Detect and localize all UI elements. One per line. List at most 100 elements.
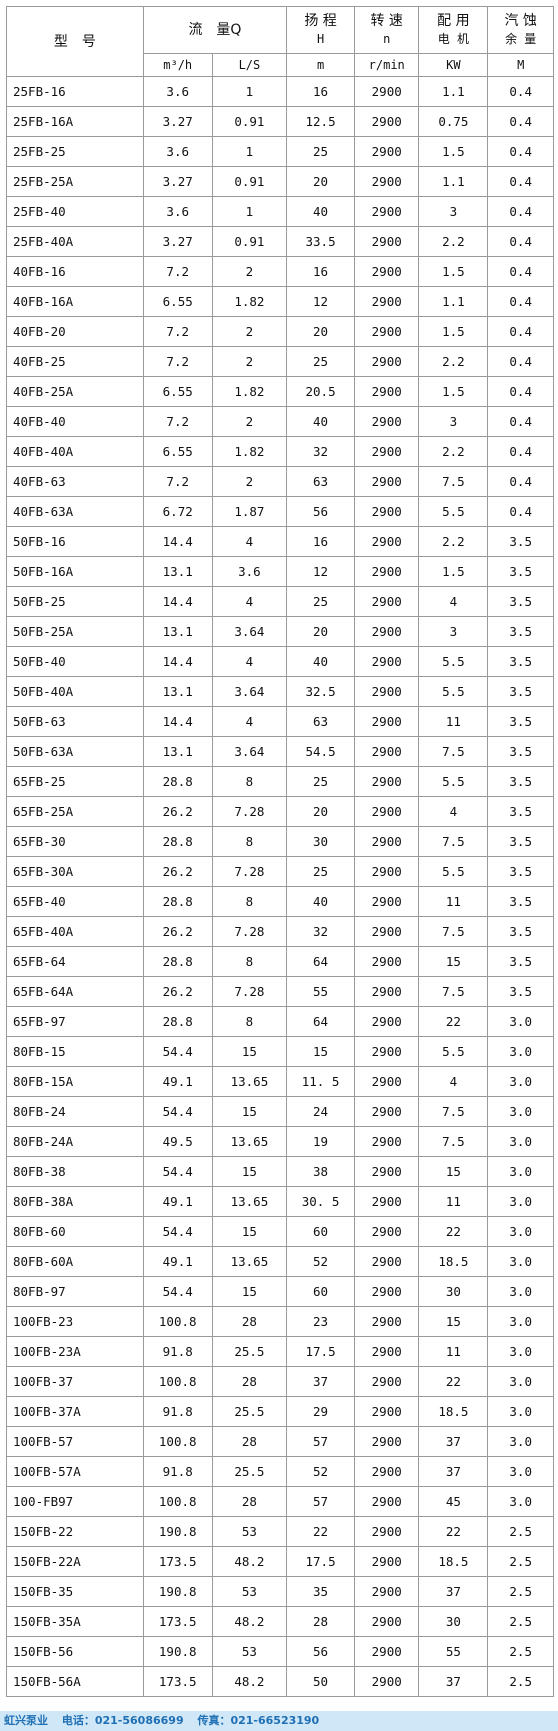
cell-model: 25FB-40 — [6, 196, 144, 227]
table-row: 25FB-25 3.6 1 25 2900 1.5 0.4 — [6, 136, 554, 167]
cell-model: 40FB-40A — [6, 436, 144, 467]
footer-fax: 传真：021-66523190 — [197, 1714, 320, 1727]
cell-flow-m3h: 28.8 — [142, 826, 213, 857]
table-row: 80FB-38 54.4 15 38 2900 15 3.0 — [6, 1156, 554, 1187]
cell-speed: 2900 — [353, 1126, 420, 1157]
cell-head: 40 — [286, 406, 355, 437]
cell-flow-m3h: 6.72 — [142, 496, 213, 527]
cell-head: 56 — [286, 1636, 355, 1667]
header-model: 型 号 — [6, 6, 144, 77]
cell-model: 50FB-63A — [6, 736, 144, 767]
cell-model: 25FB-16 — [6, 76, 144, 107]
footer-company: 虹兴泵业 — [4, 1714, 48, 1727]
cell-flow-m3h: 49.1 — [142, 1186, 213, 1217]
cell-npsh: 3.0 — [487, 1366, 554, 1397]
cell-flow-ls: 13.65 — [211, 1066, 288, 1097]
cell-model: 150FB-56 — [6, 1636, 144, 1667]
cell-head: 19 — [286, 1126, 355, 1157]
cell-power: 7.5 — [418, 1096, 489, 1127]
cell-model: 50FB-40 — [6, 646, 144, 677]
cell-power: 22 — [418, 1516, 489, 1547]
cell-speed: 2900 — [353, 826, 420, 857]
cell-flow-ls: 2 — [211, 346, 288, 377]
cell-power: 1.5 — [418, 556, 489, 587]
cell-flow-ls: 48.2 — [211, 1546, 288, 1577]
cell-power: 15 — [418, 1306, 489, 1337]
footer-bar: 虹兴泵业 电话：021-56086699 传真：021-66523190 — [0, 1711, 558, 1731]
cell-model: 80FB-60 — [6, 1216, 144, 1247]
cell-power: 1.5 — [418, 376, 489, 407]
cell-power: 1.5 — [418, 136, 489, 167]
cell-flow-m3h: 13.1 — [142, 556, 213, 587]
cell-flow-m3h: 3.6 — [142, 136, 213, 167]
cell-flow-ls: 13.65 — [211, 1246, 288, 1277]
cell-flow-m3h: 14.4 — [142, 706, 213, 737]
cell-model: 100-FB97 — [6, 1486, 144, 1517]
cell-model: 80FB-15 — [6, 1036, 144, 1067]
cell-flow-m3h: 3.27 — [142, 106, 213, 137]
cell-speed: 2900 — [353, 226, 420, 257]
cell-npsh: 2.5 — [487, 1666, 554, 1697]
cell-flow-m3h: 91.8 — [142, 1456, 213, 1487]
cell-flow-ls: 1 — [211, 196, 288, 227]
cell-model: 50FB-25A — [6, 616, 144, 647]
cell-npsh: 3.5 — [487, 766, 554, 797]
cell-npsh: 0.4 — [487, 406, 554, 437]
cell-npsh: 3.0 — [487, 1456, 554, 1487]
table-row: 150FB-35 190.8 53 35 2900 37 2.5 — [6, 1576, 554, 1607]
cell-model: 100FB-57 — [6, 1426, 144, 1457]
table-row: 40FB-25 7.2 2 25 2900 2.2 0.4 — [6, 346, 554, 377]
cell-power: 5.5 — [418, 856, 489, 887]
cell-power: 1.1 — [418, 286, 489, 317]
footer-phone: 电话：021-56086699 — [61, 1714, 184, 1727]
header-flow: 流 量Q — [142, 6, 288, 54]
cell-npsh: 0.4 — [487, 76, 554, 107]
unit-npsh: M — [487, 53, 554, 77]
cell-head: 40 — [286, 196, 355, 227]
cell-npsh: 0.4 — [487, 136, 554, 167]
cell-flow-m3h: 6.55 — [142, 436, 213, 467]
cell-head: 55 — [286, 976, 355, 1007]
cell-npsh: 3.0 — [487, 1276, 554, 1307]
cell-flow-m3h: 54.4 — [142, 1156, 213, 1187]
cell-flow-ls: 8 — [211, 946, 288, 977]
table-row: 100-FB97 100.8 28 57 2900 45 3.0 — [6, 1486, 554, 1517]
cell-speed: 2900 — [353, 1426, 420, 1457]
table-row: 80FB-38A 49.1 13.65 30. 5 2900 11 3.0 — [6, 1186, 554, 1217]
cell-flow-m3h: 26.2 — [142, 856, 213, 887]
cell-npsh: 3.0 — [487, 1066, 554, 1097]
cell-npsh: 3.0 — [487, 1306, 554, 1337]
header-speed: 转 速 n — [353, 6, 420, 54]
cell-flow-m3h: 54.4 — [142, 1096, 213, 1127]
cell-npsh: 0.4 — [487, 226, 554, 257]
cell-power: 3 — [418, 616, 489, 647]
cell-flow-ls: 0.91 — [211, 226, 288, 257]
cell-speed: 2900 — [353, 796, 420, 827]
cell-flow-m3h: 173.5 — [142, 1546, 213, 1577]
cell-flow-ls: 7.28 — [211, 976, 288, 1007]
cell-model: 40FB-20 — [6, 316, 144, 347]
cell-flow-m3h: 49.1 — [142, 1066, 213, 1097]
table-row: 50FB-63 14.4 4 63 2900 11 3.5 — [6, 706, 554, 737]
cell-speed: 2900 — [353, 136, 420, 167]
cell-npsh: 0.4 — [487, 286, 554, 317]
table-row: 40FB-16A 6.55 1.82 12 2900 1.1 0.4 — [6, 286, 554, 317]
table-row: 65FB-97 28.8 8 64 2900 22 3.0 — [6, 1006, 554, 1037]
cell-speed: 2900 — [353, 616, 420, 647]
cell-head: 52 — [286, 1246, 355, 1277]
header-head: 扬 程 H — [286, 6, 355, 54]
cell-speed: 2900 — [353, 916, 420, 947]
table-row: 65FB-25A 26.2 7.28 20 2900 4 3.5 — [6, 796, 554, 827]
cell-flow-ls: 1.87 — [211, 496, 288, 527]
cell-power: 7.5 — [418, 916, 489, 947]
cell-npsh: 0.4 — [487, 166, 554, 197]
cell-flow-m3h: 91.8 — [142, 1336, 213, 1367]
cell-speed: 2900 — [353, 1006, 420, 1037]
cell-speed: 2900 — [353, 406, 420, 437]
table-row: 80FB-60A 49.1 13.65 52 2900 18.5 3.0 — [6, 1246, 554, 1277]
cell-power: 15 — [418, 946, 489, 977]
cell-npsh: 3.0 — [487, 1006, 554, 1037]
table-row: 25FB-25A 3.27 0.91 20 2900 1.1 0.4 — [6, 166, 554, 197]
cell-flow-m3h: 13.1 — [142, 616, 213, 647]
cell-flow-m3h: 3.6 — [142, 76, 213, 107]
